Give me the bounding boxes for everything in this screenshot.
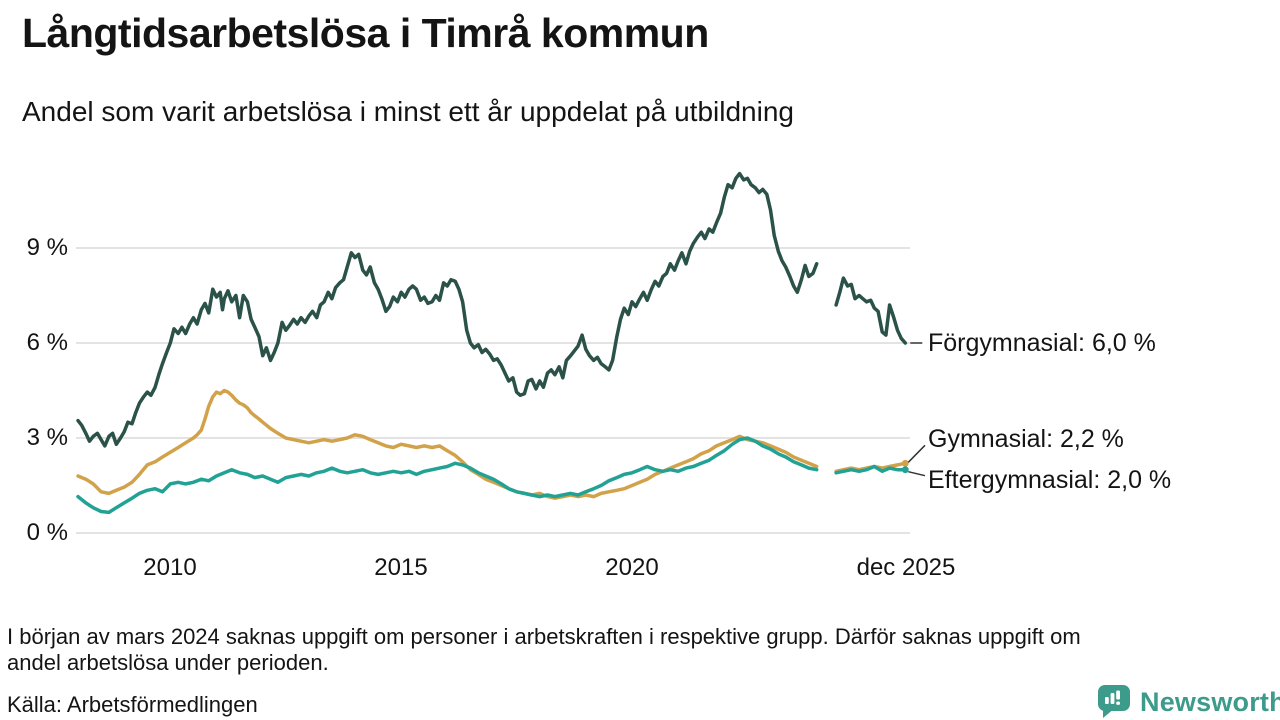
series-line-forgymnasial [76,171,819,448]
chart-subtitle: Andel som varit arbetslösa i minst ett å… [22,96,794,127]
y-axis-tick-label: 6 % [26,329,68,356]
y-axis-tick-label: 0 % [26,519,68,546]
newsworthy-wordmark: Newsworthy [1140,686,1280,717]
y-axis-tick-label: 9 % [26,234,68,261]
series-line-gymnasial [76,388,819,500]
x-axis-tick-label: dec 2025 [856,554,956,581]
bar-chart-speech-bubble-icon [1098,685,1130,718]
x-axis-tick-label: 2010 [143,554,197,581]
series-line-forgymnasial [834,276,908,345]
label-connector-gymnasial [907,444,926,463]
y-axis-tick-label: 3 % [26,424,68,451]
footnote: I början av mars 2024 saknas uppgift om … [7,624,1267,676]
footnote-line: I början av mars 2024 saknas uppgift om … [7,624,1081,649]
page-title: Långtidsarbetslösa i Timrå kommun [22,10,709,56]
label-connector-eftergymnasial [908,470,926,477]
series-label-gymnasial: Gymnasial: 2,2 % [928,425,1124,453]
x-axis-tick-label: 2020 [605,554,659,581]
series-line-eftergymnasial [76,436,819,515]
series-label-eftergymnasial: Eftergymnasial: 2,0 % [928,466,1172,494]
series-end-dot-gymnasial [901,459,909,467]
series-end-dot-eftergymnasial [901,466,909,474]
x-axis-tick-label: 2015 [374,554,428,581]
source-note: Källa: Arbetsförmedlingen [7,692,258,717]
series-label-forgymnasial: Förgymnasial: 6,0 % [928,329,1156,357]
newsworthy-logo: Newsworthy [1096,684,1280,720]
series-line-eftergymnasial [834,464,908,475]
footnote-line: andel arbetslösa under perioden. [7,650,329,675]
